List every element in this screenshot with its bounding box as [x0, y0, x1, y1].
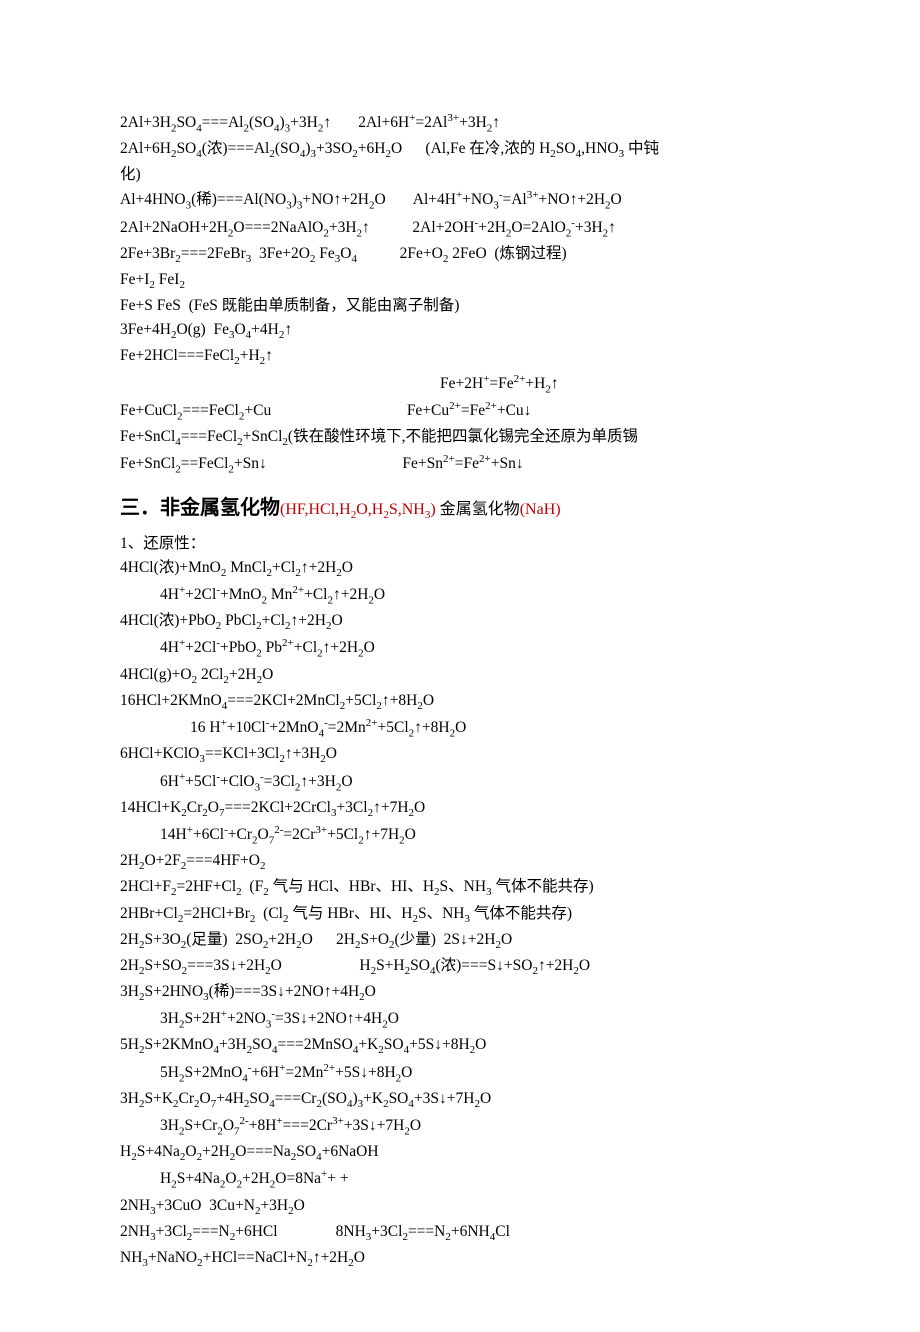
equation-line: Al+4HNO3(稀)===Al(NO3)3+NO↑+2H2O Al+4H++N…	[120, 187, 810, 214]
equation-line: 4HCl(浓)+PbO2 PbCl2+Cl2↑+2H2O	[120, 609, 810, 635]
equation-line: 3Fe+4H2O(g) Fe3O4+4H2↑	[120, 318, 810, 344]
equation-line: 2Fe+3Br2===2FeBr3 3Fe+2O2 Fe3O4 2Fe+O2 2…	[120, 242, 810, 268]
equation-line: 3H2S+2H++2NO3-=3S↓+2NO↑+4H2O	[120, 1006, 810, 1033]
equations-block-1-tail: Fe+CuCl2===FeCl2+Cu Fe+Cu2+=Fe2++Cu↓Fe+S…	[120, 398, 810, 479]
equation-line: 4HCl(g)+O2 2Cl2+2H2O	[120, 663, 810, 689]
equation-line: 化)	[120, 163, 810, 187]
heading-compounds-red-2: (NaH)	[520, 501, 561, 518]
heading-mid: 金属氢化物	[436, 501, 520, 518]
equation-line: 2Al+2NaOH+2H2O===2NaAlO2+3H2↑ 2Al+2OH-+2…	[120, 215, 810, 242]
equation-line: 16HCl+2KMnO4===2KCl+2MnCl2+5Cl2↑+8H2O	[120, 689, 810, 715]
equation-line: Fe+CuCl2===FeCl2+Cu Fe+Cu2+=Fe2++Cu↓	[120, 398, 810, 425]
subsection-1: 1、还原性：	[120, 532, 810, 556]
equations-block-1: 2Al+3H2SO4===Al2(SO4)3+3H2↑ 2Al+6H+=2Al3…	[120, 110, 810, 371]
equation-line: 2Al+3H2SO4===Al2(SO4)3+3H2↑ 2Al+6H+=2Al3…	[120, 110, 810, 137]
equation-line: 4H++2Cl-+MnO2 Mn2++Cl2↑+2H2O	[120, 582, 810, 609]
equation-line: 3H2S+K2Cr2O7+4H2SO4===Cr2(SO4)3+K2SO4+3S…	[120, 1087, 810, 1113]
equation-line: 14H++6Cl-+Cr2O72-=2Cr3++5Cl2↑+7H2O	[120, 822, 810, 849]
equation-line: Fe+S FeS (FeS 既能由单质制备，又能由离子制备)	[120, 294, 810, 318]
equation-line: 2H2S+SO2===3S↓+2H2O H2S+H2SO4(浓)===S↓+SO…	[120, 954, 810, 980]
equation-line: 2HBr+Cl2=2HCl+Br2 (Cl2 气与 HBr、HI、H2S、NH3…	[120, 902, 810, 928]
equation-line: 2HCl+F2=2HF+Cl2 (F2 气与 HCl、HBr、HI、H2S、NH…	[120, 875, 810, 901]
equation-line: Fe+I2 FeI2	[120, 268, 810, 294]
equation-line: Fe+2HCl===FeCl2+H2↑	[120, 344, 810, 370]
equation-line: 2NH3+3CuO 3Cu+N2+3H2O	[120, 1194, 810, 1220]
equation-line: 14HCl+K2Cr2O7===2KCl+2CrCl3+3Cl2↑+7H2O	[120, 796, 810, 822]
equation-line: Fe+SnCl2==FeCl2+Sn↓ Fe+Sn2+=Fe2++Sn↓	[120, 451, 810, 478]
equations-block-2: 4HCl(浓)+MnO2 MnCl2+Cl2↑+2H2O4H++2Cl-+MnO…	[120, 556, 810, 1272]
equation-line: 2H2O+2F2===4HF+O2	[120, 849, 810, 875]
equation-line: 5H2S+2MnO4-+6H+=2Mn2++5S↓+8H2O	[120, 1060, 810, 1087]
equation-line: Fe+2H+=Fe2++H2↑	[120, 371, 810, 398]
equation-line: 6HCl+KClO3==KCl+3Cl2↑+3H2O	[120, 742, 810, 768]
equation-line: 5H2S+2KMnO4+3H2SO4===2MnSO4+K2SO4+5S↓+8H…	[120, 1033, 810, 1059]
heading-compounds-red: (HF,HCl,H2O,H2S,NH3)	[280, 501, 436, 518]
equation-line: 16 H++10Cl-+2MnO4-=2Mn2++5Cl2↑+8H2O	[120, 715, 810, 742]
equation-line: 4HCl(浓)+MnO2 MnCl2+Cl2↑+2H2O	[120, 556, 810, 582]
equation-line: NH3+NaNO2+HCl==NaCl+N2↑+2H2O	[120, 1246, 810, 1272]
equation-line: Fe+SnCl4===FeCl2+SnCl2(铁在酸性环境下,不能把四氯化锡完全…	[120, 425, 810, 451]
heading-number: 三．	[120, 497, 160, 519]
equation-line: 2H2S+3O2(足量) 2SO2+2H2O 2H2S+O2(少量) 2S↓+2…	[120, 928, 810, 954]
equation-line: 2Al+6H2SO4(浓)===Al2(SO4)3+3SO2+6H2O (Al,…	[120, 137, 810, 163]
equation-line: 2NH3+3Cl2===N2+6HCl 8NH3+3Cl2===N2+6NH4C…	[120, 1220, 810, 1246]
equation-line: 3H2S+2HNO3(稀)===3S↓+2NO↑+4H2O	[120, 980, 810, 1006]
equation-line: 6H++5Cl-+ClO3-=3Cl2↑+3H2O	[120, 769, 810, 796]
equation-line: 4H++2Cl-+PbO2 Pb2++Cl2↑+2H2O	[120, 635, 810, 662]
section-heading-3: 三．非金属氢化物(HF,HCl,H2O,H2S,NH3) 金属氢化物(NaH)	[120, 493, 810, 524]
document-page: 2Al+3H2SO4===Al2(SO4)3+3H2↑ 2Al+6H+=2Al3…	[0, 0, 920, 1332]
equation-line: 3H2S+Cr2O72-+8H+===2Cr3++3S↓+7H2O	[120, 1113, 810, 1140]
heading-title: 非金属氢化物	[160, 497, 280, 519]
equation-line: H2S+4Na2O2+2H2O===Na2SO4+6NaOH	[120, 1140, 810, 1166]
equation-line: H2S+4Na2O2+2H2O=8Na++ +	[120, 1166, 810, 1193]
